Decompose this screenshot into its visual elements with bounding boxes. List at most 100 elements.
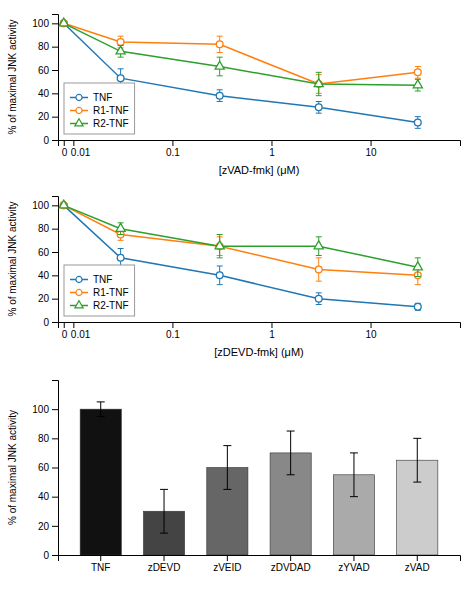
y-axis-title: % of maximal JNK activity (7, 201, 18, 316)
tick-label: 100 (32, 18, 49, 29)
error-bar (350, 453, 358, 497)
tick-mark (52, 252, 58, 253)
x-axis: 00.010.1110 (59, 140, 461, 158)
marker (314, 241, 323, 249)
tick-label: 1 (269, 329, 275, 340)
error-bar (217, 90, 223, 102)
series-line (64, 205, 418, 267)
tick: zYVAD (338, 555, 370, 573)
tick-mark (52, 117, 58, 118)
tick-label: 40 (38, 270, 50, 281)
tick-label: 100 (32, 200, 49, 211)
tick: 40 (38, 491, 58, 502)
tick: 40 (38, 270, 58, 281)
tick-label: 60 (38, 462, 50, 473)
tick-label: zYVAD (338, 562, 370, 573)
tick-mark (52, 70, 58, 71)
marker (314, 79, 323, 87)
tick-label: 40 (38, 88, 50, 99)
tick-label: 0 (43, 550, 49, 561)
marker (315, 266, 322, 273)
tick-mark (52, 299, 58, 300)
bar (80, 409, 121, 555)
tick-label: 60 (38, 65, 50, 76)
tick: 40 (38, 88, 58, 99)
tick: zDEVD (148, 555, 181, 573)
tick-mark (172, 140, 173, 146)
error-bar (160, 489, 168, 533)
tick: 100 (32, 18, 58, 29)
tick-label: 0.1 (166, 329, 180, 340)
tick-mark (52, 409, 58, 410)
tick-label: 20 (38, 521, 50, 532)
tick: 0 (43, 135, 58, 146)
tick-mark (271, 322, 272, 328)
x-axis: 00.01 0.1 1 10 (59, 322, 461, 340)
tick: 0 (43, 317, 58, 328)
tick-mark (290, 555, 291, 561)
tick-mark (371, 322, 372, 328)
marker (117, 39, 124, 46)
marker (116, 223, 125, 231)
tick-mark (52, 229, 58, 230)
y-axis-title: % of maximal JNK activity (7, 19, 18, 134)
tick-mark (172, 322, 173, 328)
marker (215, 241, 224, 249)
tick-mark (64, 140, 65, 146)
plot-marks (59, 200, 422, 310)
axis-line (59, 141, 461, 147)
legend-label: R1-TNF (93, 105, 129, 116)
tick-mark (52, 322, 58, 323)
tick: 0.1 (166, 322, 180, 340)
tick: zDVDAD (271, 555, 311, 573)
x-axis: TNFzDEVDzVEIDzDVDADzYVADzVAD (59, 555, 461, 573)
tick: 0.01 (71, 322, 91, 340)
axis-line (59, 323, 461, 329)
tick: 10 (365, 322, 377, 340)
axis-line (52, 15, 59, 141)
tick-mark (417, 555, 418, 561)
tick: 100 (32, 404, 58, 415)
legend-marker (76, 289, 82, 295)
tick-mark (227, 555, 228, 561)
legend-label: R2-TNF (93, 118, 129, 129)
tick-label: zDVDAD (271, 562, 311, 573)
tick-label: 20 (38, 293, 50, 304)
marker (216, 272, 223, 279)
axis-line (52, 197, 59, 323)
marker (59, 18, 68, 26)
legend-marker (75, 119, 83, 126)
plot-marks (80, 402, 438, 555)
tick-mark (52, 47, 58, 48)
y-axis: 020406080100 (32, 15, 58, 146)
error-bar (415, 303, 421, 310)
series-line (64, 205, 418, 307)
marker (116, 46, 125, 54)
tick-label: 10 (365, 147, 377, 158)
tick: zVAD (405, 555, 430, 573)
legend-label: TNF (93, 274, 112, 285)
tick: 60 (38, 247, 58, 258)
marker (117, 254, 124, 261)
legend-marker (75, 301, 83, 308)
tick: 0 (62, 322, 68, 340)
tick-label: 40 (38, 491, 50, 502)
tick-label: 0 (43, 135, 49, 146)
tick-label: 0 (43, 317, 49, 328)
error-bar (287, 431, 295, 475)
legend-label: TNF (93, 92, 112, 103)
tick: 0 (62, 140, 68, 158)
tick-label: 20 (38, 111, 50, 122)
tick-mark (52, 526, 58, 527)
tick-mark (100, 555, 101, 561)
tick-label: 0 (62, 147, 68, 158)
tick-mark (353, 555, 354, 561)
tick-label: zVAD (405, 562, 430, 573)
legend: TNF R1-TNF R2-TNF (64, 83, 135, 134)
tick-label: 1 (269, 147, 275, 158)
tick-label: 0.01 (71, 329, 91, 340)
tick: 80 (38, 223, 58, 234)
tick-mark (271, 140, 272, 146)
figure: 00.010.1110020406080100TNFR1-TNFR2-TNF[z… (0, 0, 474, 599)
error-bar (316, 102, 322, 114)
